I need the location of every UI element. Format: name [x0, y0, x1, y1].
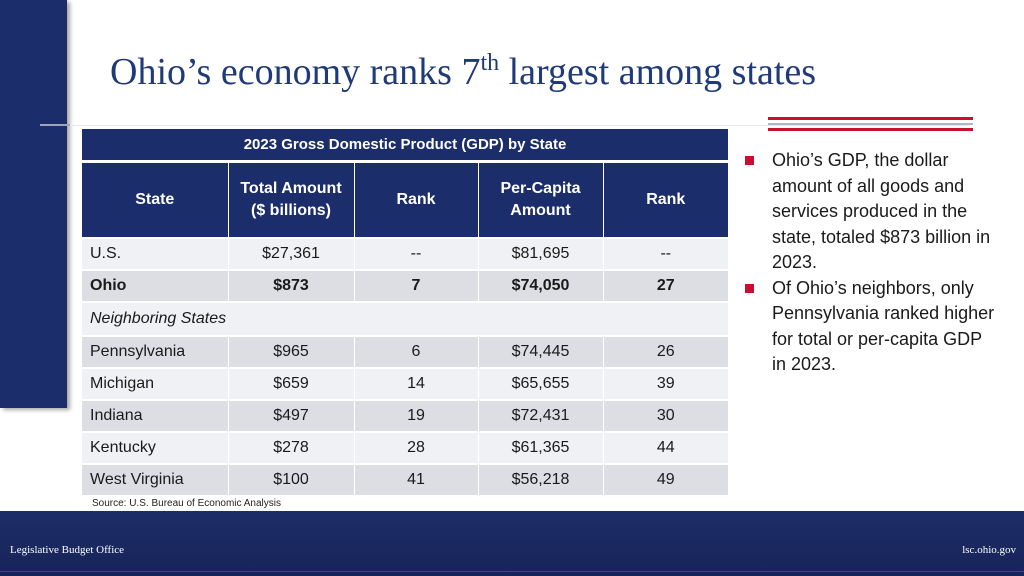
cell-percap: $61,365	[478, 431, 604, 464]
header-total-line1: Total Amount	[240, 180, 342, 197]
table-header-row: State Total Amount ($ billions) Rank Per-…	[82, 161, 729, 238]
bullet-text: Ohio’s GDP, the dollar amount of all goo…	[772, 150, 991, 272]
cell-percap-rank: --	[603, 237, 729, 270]
table-row-us: U.S. $27,361 -- $81,695 --	[82, 237, 729, 270]
cell-percap-rank: 39	[603, 367, 729, 400]
header-per-capita-rank: Rank	[603, 161, 729, 238]
table-row: Indiana $497 19 $72,431 30	[82, 399, 729, 432]
section-label: Neighboring States	[82, 301, 729, 336]
header-total-line2: ($ billions)	[251, 202, 331, 219]
footer-office-name: Legislative Budget Office	[10, 544, 125, 556]
bullet-text: Of Ohio’s neighbors, only Pennsylvania r…	[772, 277, 995, 375]
header-total-amount: Total Amount ($ billions)	[228, 161, 355, 238]
table-row-ohio: Ohio $873 7 $74,050 27	[82, 269, 729, 302]
decorative-stripes	[768, 117, 973, 134]
cell-rank: 14	[354, 367, 479, 400]
cell-state: Kentucky	[82, 431, 229, 464]
cell-total: $873	[228, 269, 355, 302]
cell-percap-rank: 49	[603, 463, 729, 495]
cell-state: Pennsylvania	[82, 335, 229, 368]
title-main: Ohio’s economy ranks 7	[110, 51, 481, 93]
cell-total: $659	[228, 367, 355, 400]
bullet-item: Of Ohio’s neighbors, only Pennsylvania r…	[745, 276, 1000, 378]
table-section-row: Neighboring States	[82, 301, 729, 336]
table-caption: 2023 Gross Domestic Product (GDP) by Sta…	[82, 129, 729, 163]
cell-percap: $65,655	[478, 367, 604, 400]
left-accent-bar	[0, 0, 67, 408]
gdp-table: 2023 Gross Domestic Product (GDP) by Sta…	[82, 129, 729, 495]
cell-rank: --	[354, 237, 479, 270]
footer-bar: Legislative Budget Office lsc.ohio.gov	[0, 511, 1024, 576]
cell-percap: $74,050	[478, 269, 604, 302]
stripe-red-top	[768, 117, 973, 120]
cell-percap: $74,445	[478, 335, 604, 368]
stripe-gray	[768, 123, 973, 125]
cell-percap: $81,695	[478, 237, 604, 270]
square-bullet-icon	[745, 156, 754, 165]
cell-state: West Virginia	[82, 463, 229, 495]
cell-state: Ohio	[82, 269, 229, 302]
title-rest: largest among states	[499, 51, 817, 93]
stripe-red-bottom	[768, 128, 973, 131]
header-rank: Rank	[354, 161, 479, 238]
bullet-item: Ohio’s GDP, the dollar amount of all goo…	[745, 148, 1000, 276]
cell-total: $27,361	[228, 237, 355, 270]
cell-percap: $72,431	[478, 399, 604, 432]
title-superscript: th	[480, 50, 500, 76]
cell-state: Indiana	[82, 399, 229, 432]
cell-percap-rank: 27	[603, 269, 729, 302]
cell-rank: 19	[354, 399, 479, 432]
footer-website-link[interactable]: lsc.ohio.gov	[962, 544, 1016, 556]
cell-total: $100	[228, 463, 355, 495]
cell-total: $278	[228, 431, 355, 464]
cell-total: $497	[228, 399, 355, 432]
title-rule-long	[70, 125, 970, 126]
cell-percap-rank: 26	[603, 335, 729, 368]
source-note: Source: U.S. Bureau of Economic Analysis	[92, 498, 281, 509]
bullet-list: Ohio’s GDP, the dollar amount of all goo…	[745, 148, 1000, 378]
cell-percap-rank: 44	[603, 431, 729, 464]
cell-rank: 28	[354, 431, 479, 464]
cell-state: Michigan	[82, 367, 229, 400]
slide-title: Ohio’s economy ranks 7th largest among s…	[110, 50, 816, 94]
header-per-capita: Per-Capita Amount	[478, 161, 604, 238]
table-row: West Virginia $100 41 $56,218 49	[82, 463, 729, 495]
table-row: Kentucky $278 28 $61,365 44	[82, 431, 729, 464]
cell-percap-rank: 30	[603, 399, 729, 432]
header-percap-line2: Amount	[510, 202, 571, 219]
table-caption-row: 2023 Gross Domestic Product (GDP) by Sta…	[82, 129, 729, 163]
header-percap-line1: Per-Capita	[500, 180, 581, 197]
table-row: Michigan $659 14 $65,655 39	[82, 367, 729, 400]
cell-rank: 6	[354, 335, 479, 368]
cell-state: U.S.	[82, 237, 229, 270]
footer-stripe	[0, 571, 1024, 572]
cell-total: $965	[228, 335, 355, 368]
cell-rank: 7	[354, 269, 479, 302]
square-bullet-icon	[745, 283, 754, 293]
table-row: Pennsylvania $965 6 $74,445 26	[82, 335, 729, 368]
cell-percap: $56,218	[478, 463, 604, 495]
header-state: State	[82, 161, 229, 238]
title-rule-short	[40, 124, 70, 126]
cell-rank: 41	[354, 463, 479, 495]
